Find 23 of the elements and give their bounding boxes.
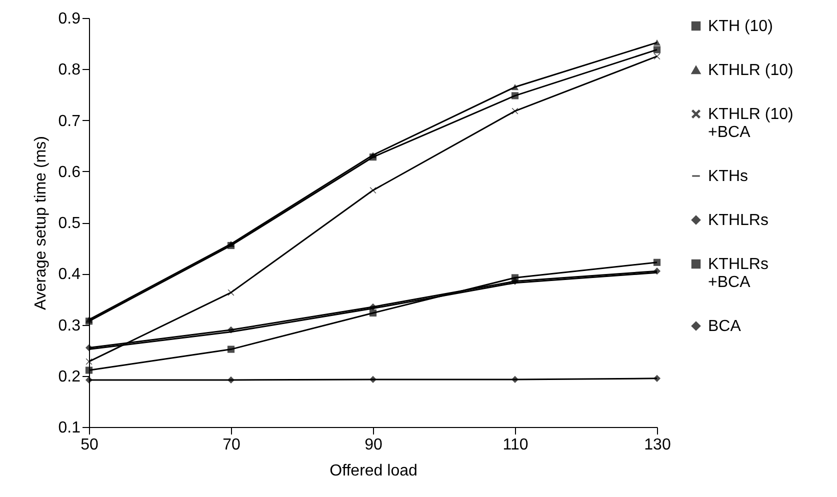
- legend-label: KTHLR (10) +BCA: [708, 106, 794, 141]
- y-tick-label: 0.5: [58, 215, 81, 232]
- y-tick-label: 0.7: [58, 112, 81, 130]
- x-axis-title: Offered load: [330, 462, 418, 480]
- legend-label: KTHs: [708, 168, 748, 185]
- x-tick-label: 90: [364, 436, 382, 454]
- x-tick-label: 70: [222, 436, 240, 454]
- y-tick-label: 0.4: [58, 266, 81, 284]
- y-tick-label: 0.3: [58, 317, 81, 334]
- legend-label: KTHLRs +BCA: [708, 256, 768, 291]
- legend-label: KTH (10): [708, 18, 773, 35]
- x-tick-label: 110: [502, 436, 528, 454]
- y-tick-label: 0.9: [58, 10, 81, 28]
- legend-label: KTHLR (10): [708, 62, 794, 79]
- y-tick-label: 0.8: [58, 62, 81, 79]
- legend-label: BCA: [708, 318, 742, 335]
- x-tick-label: 50: [80, 436, 98, 454]
- legend-label: KTHLRs: [708, 212, 768, 229]
- y-axis-title: Average setup time (ms): [32, 136, 50, 310]
- y-tick-label: 0.2: [58, 368, 81, 386]
- y-tick-label: 0.1: [58, 420, 81, 436]
- y-tick-label: 0.6: [58, 164, 81, 181]
- x-tick-label: 130: [644, 436, 671, 454]
